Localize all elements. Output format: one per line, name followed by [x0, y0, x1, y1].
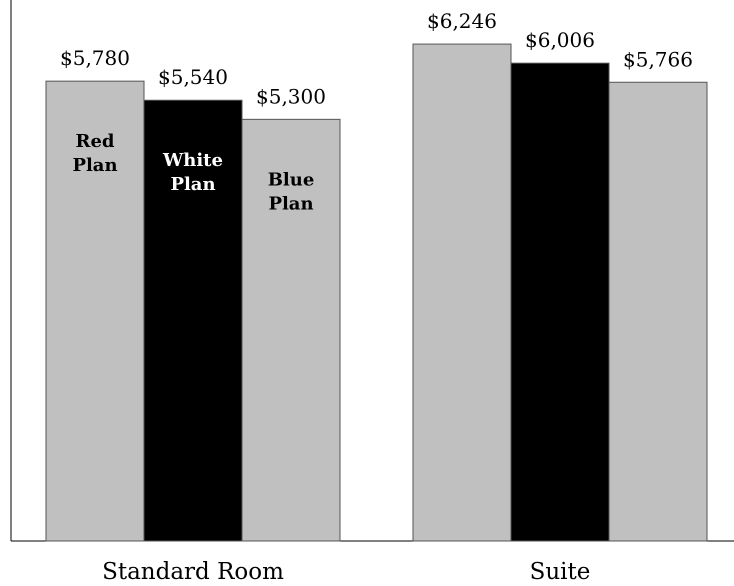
- bar-red-plan-standard-room: [45, 80, 145, 542]
- data-label: $5,300: [256, 84, 326, 108]
- series-name-label: Red: [76, 131, 115, 152]
- series-name-label: Blue: [268, 169, 315, 190]
- bar-white-plan-suite: [510, 62, 610, 542]
- x-tick-label: Suite: [530, 559, 591, 585]
- labels: $5,780 Red Plan $5,540 White Plan $5,300 Blue Pl…: [60, 9, 693, 585]
- data-label: $5,540: [158, 65, 228, 89]
- series-name-label: Plan: [72, 155, 117, 176]
- data-label: $5,780: [60, 46, 130, 70]
- x-tick-label: Standard Room: [102, 559, 284, 585]
- bars: [45, 43, 708, 542]
- bar-blue-plan-suite: [608, 81, 708, 542]
- series-name-label: White: [162, 150, 223, 171]
- bar-blue-plan-standard-room: [241, 118, 341, 542]
- bar-white-plan-standard-room: [143, 99, 243, 542]
- series-name-label: Plan: [170, 174, 215, 195]
- data-label: $6,006: [525, 28, 595, 52]
- series-name-label: Plan: [268, 193, 313, 214]
- bar-red-plan-suite: [412, 43, 512, 542]
- data-label: $5,766: [623, 47, 693, 71]
- data-label: $6,246: [427, 9, 497, 33]
